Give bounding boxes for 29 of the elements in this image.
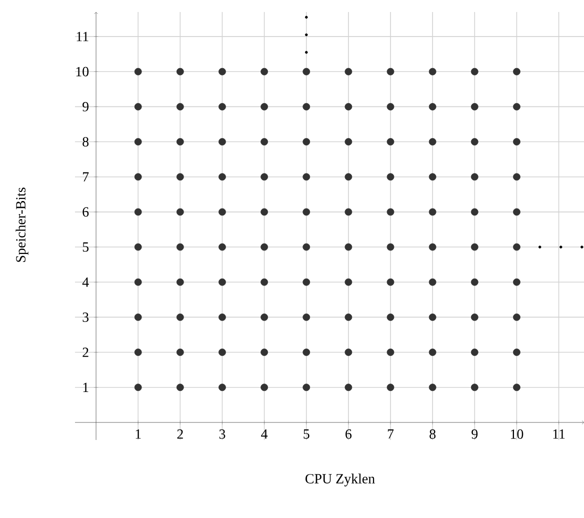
x-axis-title: CPU Zyklen — [306, 474, 375, 486]
y-tick-label: 6 — [82, 207, 89, 217]
x-tick-label: 10 — [510, 429, 524, 439]
y-tick-label: 4 — [82, 278, 89, 287]
x-tick-label: 8 — [430, 429, 436, 439]
point — [559, 246, 562, 248]
y-tick-label: 11 — [76, 32, 88, 42]
point — [538, 246, 542, 248]
y-axis-title: Speicher-Bits — [16, 188, 28, 262]
y-tick-label: 7 — [83, 172, 89, 182]
x-tick-label: 1 — [136, 429, 141, 439]
x-tick-label: 5 — [304, 429, 310, 439]
y-tick-label: 3 — [82, 312, 89, 322]
x-tick-label: 2 — [177, 429, 183, 439]
point — [304, 50, 308, 54]
x-tick-label: 11 — [553, 429, 565, 439]
x-tick-label: 7 — [388, 429, 394, 439]
x-tick-label: 6 — [346, 429, 352, 439]
y-tick-label: 9 — [82, 102, 88, 112]
x-tick-label: 4 — [261, 429, 268, 439]
y-tick-label: 2 — [82, 348, 88, 357]
y-tick-label: 1 — [83, 382, 88, 392]
y-tick-label: 8 — [82, 137, 89, 146]
y-tick-label: 5 — [82, 242, 89, 252]
y-tick-label: 10 — [76, 66, 89, 76]
x-tick-label: 9 — [472, 429, 478, 439]
point — [304, 16, 308, 19]
point — [304, 33, 308, 36]
x-tick-label: 3 — [219, 429, 226, 439]
